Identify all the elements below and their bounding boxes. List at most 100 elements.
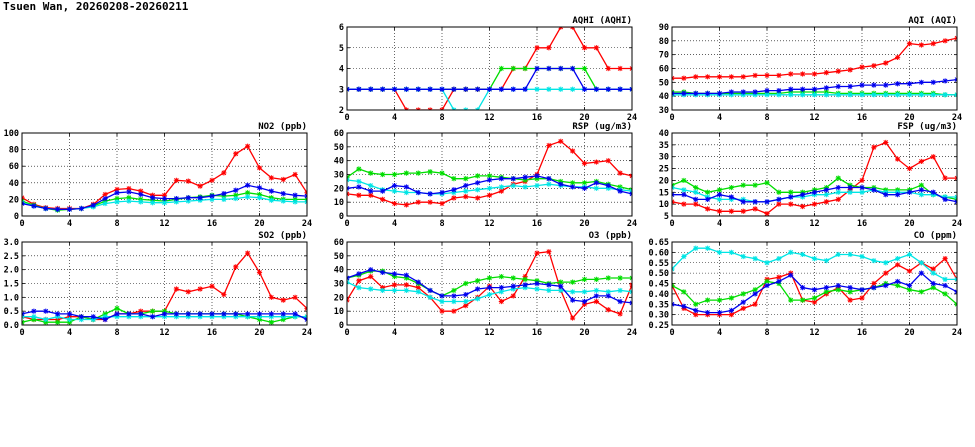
- x-tick-label: 20: [254, 219, 264, 229]
- data-point: [764, 72, 770, 79]
- data-point: [356, 285, 362, 291]
- data-point: [800, 71, 806, 77]
- y-tick-label: 1.0: [4, 293, 19, 303]
- data-point: [728, 89, 734, 95]
- data-point: [871, 144, 877, 150]
- data-point: [498, 184, 504, 190]
- x-tick-label: 16: [532, 219, 542, 229]
- data-point: [368, 267, 374, 273]
- y-tick-label: 35: [659, 141, 669, 151]
- x-tick-label: 0: [344, 113, 349, 123]
- data-point: [173, 314, 179, 320]
- data-point: [871, 92, 877, 98]
- data-point: [693, 196, 699, 202]
- data-point: [918, 92, 924, 98]
- data-point: [835, 282, 841, 289]
- data-point: [728, 249, 734, 255]
- y-tick-label: 60: [334, 238, 344, 248]
- data-point: [534, 65, 540, 72]
- series-2: [672, 245, 957, 282]
- y-tick-label: 20: [9, 195, 19, 205]
- data-point: [43, 205, 49, 212]
- data-point: [593, 298, 599, 305]
- data-point: [930, 270, 936, 276]
- data-point: [558, 283, 564, 289]
- data-point: [942, 92, 948, 98]
- data-point: [546, 282, 552, 288]
- data-point: [161, 314, 168, 320]
- data-point: [570, 289, 576, 295]
- data-point: [930, 79, 936, 85]
- data-point: [31, 203, 37, 209]
- x-tick-label: 24: [952, 113, 962, 123]
- data-point: [102, 316, 108, 323]
- x-tick-label: 0: [344, 219, 349, 229]
- data-point: [114, 314, 120, 320]
- data-point: [918, 182, 924, 188]
- y-tick-label: 3: [339, 85, 344, 95]
- data-point: [871, 187, 877, 193]
- data-point: [716, 196, 723, 202]
- series-3: [347, 65, 632, 92]
- data-point: [55, 316, 61, 323]
- data-point: [581, 298, 588, 305]
- data-point: [463, 280, 469, 287]
- data-point: [268, 294, 274, 300]
- x-tick-label: 12: [484, 219, 494, 229]
- data-point: [368, 286, 374, 292]
- y-tick-label: 0.30: [649, 311, 669, 321]
- data-point: [728, 312, 734, 318]
- chart-panel-0: 2 3 4 5 6 0 4 8 12 16 20 24 AQHI (AQHI): [339, 16, 637, 123]
- data-point: [681, 192, 687, 198]
- y-tick-label: 5: [339, 44, 344, 54]
- data-point: [268, 197, 274, 203]
- data-point: [391, 273, 398, 280]
- series-3: [672, 270, 957, 316]
- data-point: [31, 314, 37, 320]
- data-point: [403, 170, 409, 176]
- data-point: [835, 92, 841, 98]
- x-tick-label: 0: [19, 328, 24, 338]
- data-point: [280, 176, 286, 183]
- x-tick-label: 4: [67, 219, 72, 229]
- data-point: [705, 309, 711, 316]
- data-point: [114, 195, 120, 202]
- data-point: [403, 86, 409, 92]
- data-point: [693, 245, 699, 251]
- data-point: [871, 280, 877, 287]
- data-point: [546, 142, 552, 149]
- data-point: [883, 282, 889, 289]
- data-point: [126, 195, 132, 201]
- data-point: [871, 63, 877, 69]
- data-point: [356, 278, 362, 284]
- data-point: [522, 86, 528, 92]
- data-point: [918, 158, 924, 165]
- data-point: [581, 301, 588, 307]
- data-point: [534, 173, 540, 179]
- y-tick-label: 30: [334, 280, 344, 290]
- data-point: [356, 178, 362, 185]
- data-point: [740, 74, 746, 80]
- data-point: [693, 184, 699, 191]
- data-point: [439, 308, 445, 314]
- data-point: [847, 251, 853, 258]
- x-tick-label: 16: [207, 328, 217, 338]
- data-point: [693, 307, 699, 314]
- data-point: [788, 249, 794, 255]
- data-point: [681, 187, 687, 193]
- data-point: [197, 286, 203, 292]
- data-point: [811, 256, 818, 262]
- data-point: [245, 143, 251, 149]
- x-tick-label: 12: [484, 328, 494, 338]
- data-point: [716, 192, 723, 198]
- data-point: [391, 271, 398, 277]
- data-point: [150, 314, 156, 320]
- data-point: [486, 291, 493, 298]
- data-point: [859, 295, 865, 301]
- data-point: [581, 185, 588, 191]
- data-point: [78, 316, 84, 323]
- data-point: [233, 192, 239, 198]
- data-point: [740, 291, 746, 297]
- data-point: [800, 251, 806, 258]
- data-point: [256, 314, 263, 320]
